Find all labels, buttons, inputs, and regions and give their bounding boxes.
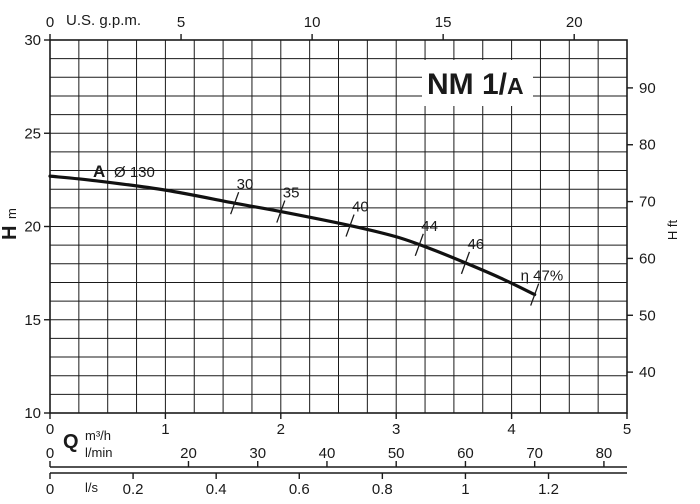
lmin-axis-tick-label: 60 — [457, 445, 474, 462]
efficiency-tick — [230, 191, 240, 215]
curve-layer — [48, 174, 537, 297]
lmin-axis-tick-label: 70 — [526, 445, 543, 462]
left-axis-unit: m — [4, 208, 19, 219]
ls-axis-tick-label: 0 — [46, 481, 54, 498]
lmin-axis-tick-label: 50 — [388, 445, 405, 462]
performance-curve — [48, 174, 537, 297]
efficiency-label: η 47% — [521, 268, 564, 285]
m3h-axis-tick-label: 5 — [623, 421, 631, 438]
top-axis-tick-label: 20 — [566, 14, 583, 31]
left-axis-label: H m — [0, 208, 21, 240]
right-axis-tick-label: 40 — [639, 364, 656, 381]
lmin-axis-tick-label: 20 — [180, 445, 197, 462]
chart-title: NM 1/A — [422, 60, 533, 106]
efficiency-label: 35 — [283, 185, 300, 202]
ls-axis-tick-label: 0.6 — [289, 481, 310, 498]
right-axis-tick-label: 60 — [639, 250, 656, 267]
right-axis-tick-label: 70 — [639, 194, 656, 211]
efficiency-tick — [414, 233, 424, 257]
lmin-axis-tick-label: 80 — [596, 445, 613, 462]
ls-axis-label: l/s — [85, 480, 99, 495]
curve-label: A Ø 130 — [93, 162, 155, 181]
left-axis-tick-label: 15 — [24, 312, 41, 329]
left-axis-tick-label: 10 — [24, 405, 41, 422]
lmin-axis-label: l/min — [85, 445, 112, 460]
efficiency-tick — [276, 200, 286, 223]
ls-axis-tick-label: 1 — [461, 481, 469, 498]
efficiency-tick — [530, 283, 540, 306]
lmin-axis-tick-label: 0 — [46, 445, 54, 462]
top-axis-tick-label: 5 — [177, 14, 185, 31]
efficiency-leader — [535, 285, 537, 289]
top-axis-tick-label: 15 — [435, 14, 452, 31]
efficiency-tick — [345, 214, 355, 237]
efficiency-label: 40 — [352, 199, 369, 216]
efficiency-label: 44 — [421, 218, 438, 235]
m3h-axis-tick-label: 0 — [46, 421, 54, 438]
ls-axis-tick-label: 1.2 — [538, 481, 559, 498]
ls-axis-tick-label: 0.4 — [206, 481, 227, 498]
efficiency-tick — [460, 251, 471, 275]
top-axis-tick-label: 0 — [46, 14, 54, 31]
right-axis-label: H ft — [665, 220, 680, 241]
chart-grid — [50, 40, 627, 413]
right-axis-tick-label: 80 — [639, 137, 656, 154]
left-axis-tick-label: 25 — [24, 125, 41, 142]
curve-label-text: Ø 130 — [114, 164, 155, 181]
right-axis-tick-label: 50 — [639, 307, 656, 324]
top-axis-tick-label: 10 — [304, 14, 321, 31]
curve-label-letter: A — [93, 162, 105, 181]
m3h-axis-tick-label: 2 — [277, 421, 285, 438]
q-axis-letter: Q — [63, 431, 79, 453]
top-axis-label: U.S. g.p.m. — [66, 12, 141, 29]
lmin-axis-tick-label: 40 — [319, 445, 336, 462]
m3h-axis-tick-label: 4 — [507, 421, 515, 438]
m3h-axis-tick-label: 3 — [392, 421, 400, 438]
right-axis-tick-label: 90 — [639, 80, 656, 97]
left-axis-tick-label: 30 — [24, 32, 41, 49]
m3h-axis-tick-label: 1 — [161, 421, 169, 438]
ls-axis-tick-label: 0.2 — [123, 481, 144, 498]
m3h-axis-label: m³/h — [85, 428, 111, 443]
chart-title-main: NM 1/ — [427, 68, 508, 101]
ls-axis-tick-label: 0.8 — [372, 481, 393, 498]
efficiency-label: 46 — [467, 236, 484, 253]
svg-text:NM 1/A: NM 1/A — [427, 68, 524, 101]
chart-title-sub: A — [507, 73, 524, 99]
efficiency-marks: 30 35 40 44 46 η 47% — [230, 176, 564, 306]
lmin-axis-tick-label: 30 — [249, 445, 266, 462]
left-axis-letter: H — [0, 226, 21, 240]
left-axis-tick-label: 20 — [24, 219, 41, 236]
efficiency-label: 30 — [237, 176, 254, 193]
